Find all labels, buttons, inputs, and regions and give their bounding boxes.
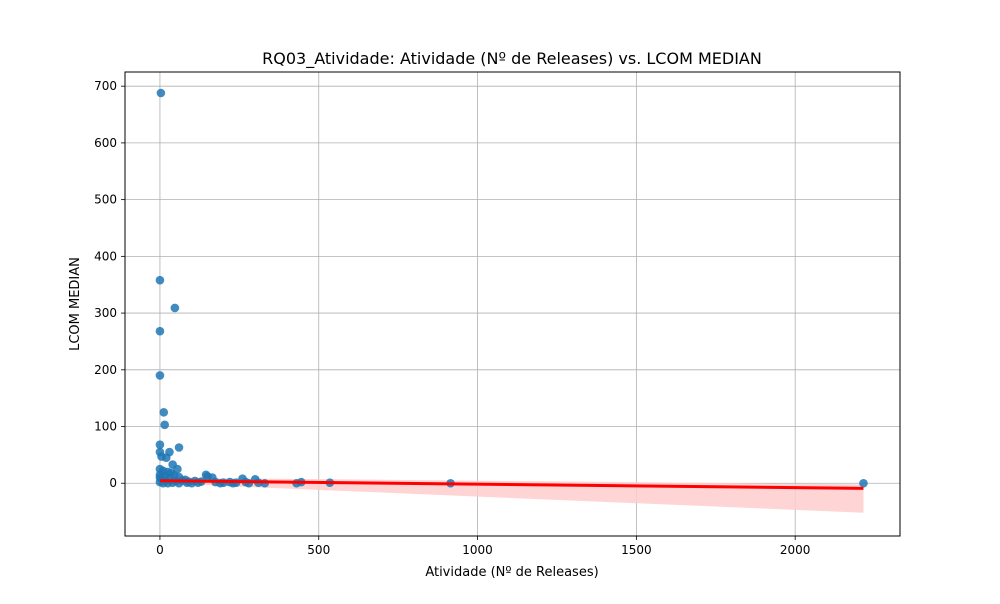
data-point — [155, 275, 165, 285]
regression-line — [159, 479, 864, 490]
data-point — [155, 371, 165, 380]
data-point — [155, 326, 165, 336]
x-tick-label: 1000 — [462, 543, 493, 557]
y-tick-label: 300 — [94, 306, 117, 320]
y-tick-label: 700 — [94, 79, 117, 93]
y-tick-label: 200 — [94, 363, 117, 377]
chart-title: RQ03_Atividade: Atividade (Nº de Release… — [262, 49, 762, 69]
x-tick-label: 1500 — [621, 543, 652, 557]
x-tick-label: 500 — [307, 543, 330, 557]
y-tick-label: 500 — [94, 193, 117, 207]
data-point — [160, 420, 170, 430]
data-point — [859, 478, 868, 488]
grid-lines — [125, 72, 900, 536]
axis-ticks: 0 500 1000 1500 2000 0 100 200 300 400 500 600 700 — [94, 79, 810, 557]
data-point — [155, 440, 165, 449]
x-axis-label: Atividade (Nº de Releases) — [425, 565, 598, 580]
y-tick-label: 400 — [94, 249, 117, 263]
regression-line-layer — [159, 479, 864, 490]
y-tick-label: 100 — [94, 420, 117, 434]
data-point — [161, 453, 171, 463]
plot-frame — [124, 71, 901, 537]
x-tick-label: 0 — [156, 543, 164, 557]
data-point — [159, 408, 169, 417]
y-axis-label: LCOM MEDIAN — [68, 257, 83, 351]
data-point — [170, 303, 180, 313]
y-tick-label: 600 — [94, 136, 117, 150]
x-tick-label: 2000 — [780, 543, 811, 557]
data-point — [174, 443, 184, 452]
data-point — [156, 88, 166, 98]
y-tick-label: 0 — [109, 476, 117, 490]
